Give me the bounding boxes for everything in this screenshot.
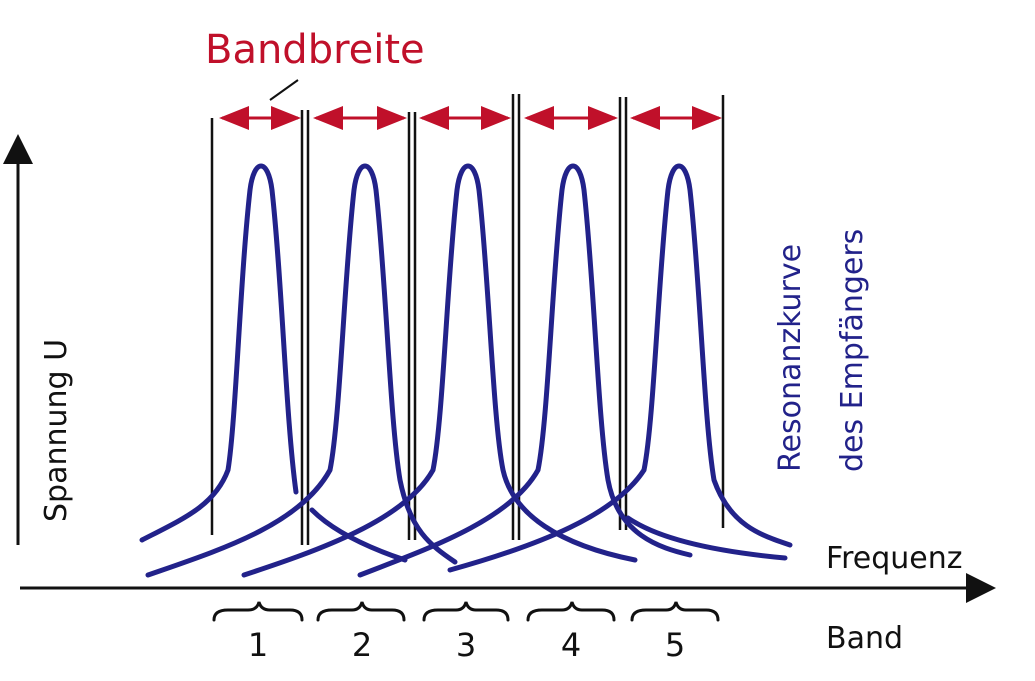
band-brace-2 xyxy=(316,601,406,622)
band-number-2: 2 xyxy=(352,626,372,664)
band-brace-4 xyxy=(526,601,616,622)
resonance-curve-label-line2: des Empfängers xyxy=(835,229,870,472)
band-number-3: 3 xyxy=(456,626,476,664)
band-number-4: 4 xyxy=(561,626,581,664)
resonance-curve-label-line1: Resonanzkurve xyxy=(773,244,808,472)
band-brace-1 xyxy=(212,601,304,622)
band-number-5: 5 xyxy=(665,626,685,664)
resonance-curves xyxy=(139,163,793,578)
resonance-curve-3 xyxy=(241,163,638,578)
y-axis-label: Spannung U xyxy=(39,339,74,522)
title-bandbreite: Bandbreite xyxy=(205,27,425,73)
resonance-curve-2 xyxy=(145,163,458,578)
band-brace-5 xyxy=(630,601,720,622)
title-pointer-line xyxy=(269,79,299,101)
band-brace-3 xyxy=(422,601,510,622)
resonance-curve-5 xyxy=(447,163,793,573)
band-axis-label: Band xyxy=(826,621,903,656)
x-axis-label: Frequenz xyxy=(826,541,962,576)
resonance-curve-4 xyxy=(357,163,693,578)
band-braces xyxy=(212,601,720,622)
band-border-lines xyxy=(210,94,725,545)
resonance-curve-5-tail xyxy=(625,515,788,561)
resonance-curve-1-tail xyxy=(309,507,408,563)
band-numbers: 1 2 3 4 5 xyxy=(248,626,685,664)
band-number-1: 1 xyxy=(248,626,268,664)
resonance-curve-1 xyxy=(139,163,299,543)
